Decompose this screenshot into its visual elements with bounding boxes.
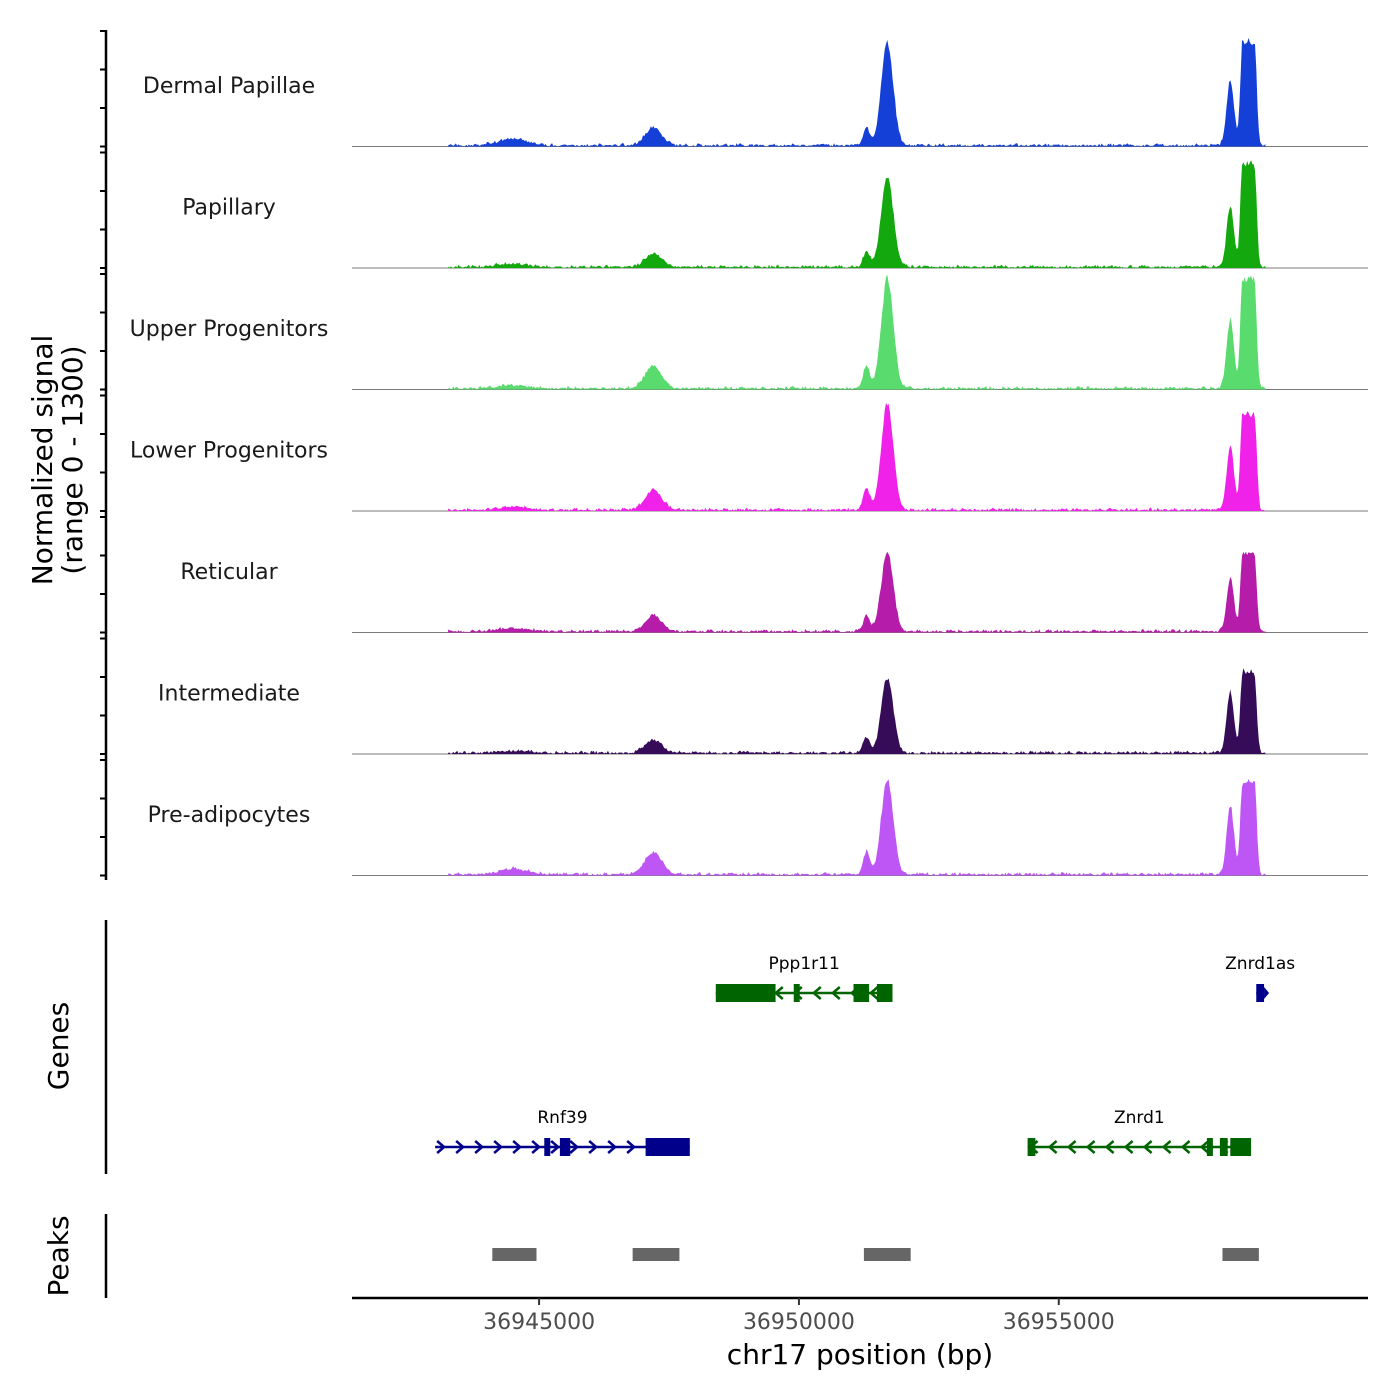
strand-arrow-icon [830, 986, 841, 1000]
gene-znrd1: Znrd1 [1027, 1108, 1252, 1156]
strand-arrow-icon [1180, 1140, 1191, 1154]
x-axis-title: chr17 position (bp) [727, 1338, 993, 1371]
strand-arrow-icon [1066, 1140, 1077, 1154]
gene-label: Ppp1r11 [768, 954, 839, 974]
track-label: Lower Progenitors [130, 439, 328, 464]
strand-arrow-icon [436, 1140, 447, 1154]
strand-arrow-icon [531, 1140, 542, 1154]
strand-arrow-icon [811, 986, 822, 1000]
strand-arrow-icon [1264, 987, 1270, 999]
peak-region [1222, 1248, 1259, 1261]
y-axis-title-line2: (range 0 - 1300) [56, 345, 89, 574]
strand-arrow-icon [1104, 1140, 1115, 1154]
strand-arrow-icon [474, 1140, 485, 1154]
track-label: Intermediate [158, 682, 300, 707]
coverage-area [448, 38, 1266, 147]
peak-region [492, 1248, 537, 1261]
strand-arrow-icon [607, 1140, 618, 1154]
gene-exon [876, 984, 893, 1002]
gene-exon [559, 1138, 571, 1156]
coverage-area [448, 402, 1266, 511]
strand-arrow-icon [1047, 1140, 1058, 1154]
coverage-track: Lower Progenitors [130, 402, 1368, 512]
track-label: Pre-adipocytes [148, 803, 311, 828]
track-label: Reticular [180, 560, 278, 585]
coverage-tracks: Dermal Papillae Papillary Upper Progenitor… [100, 30, 1368, 880]
strand-arrow-icon [1085, 1140, 1096, 1154]
strand-arrow-icon [1142, 1140, 1153, 1154]
gene-rnf39: Rnf39 [435, 1108, 690, 1156]
gene-znrd1as: Znrd1as [1225, 954, 1295, 1002]
gene-exon [1206, 1138, 1213, 1156]
strand-arrow-icon [1161, 1140, 1172, 1154]
track-label: Upper Progenitors [130, 317, 329, 342]
coverage-track: Intermediate [158, 668, 1368, 755]
peaks-track [104, 1214, 1259, 1298]
peaks-track-title: Peaks [42, 1215, 75, 1296]
strand-arrow-icon [512, 1140, 523, 1154]
track-label: Papillary [182, 196, 276, 221]
gene-exon [1230, 1138, 1252, 1156]
y-axis-title-line1: Normalized signal [26, 335, 59, 586]
gene-label: Znrd1as [1225, 954, 1295, 974]
coverage-track: Reticular [180, 551, 1368, 633]
gene-exon [544, 1138, 551, 1156]
strand-arrow-icon [569, 1140, 580, 1154]
coverage-track: Dermal Papillae [143, 38, 1368, 147]
x-tick-label: 36945000 [483, 1310, 595, 1335]
peak-region [863, 1248, 911, 1261]
strand-arrow-icon [455, 1140, 466, 1154]
x-axis: 36945000 36950000 36955000 [352, 1296, 1368, 1335]
coverage-track: Papillary [182, 160, 1368, 269]
gene-exon [793, 984, 800, 1002]
strand-arrow-icon [550, 1140, 561, 1154]
gene-exon [853, 984, 870, 1002]
coverage-area [448, 779, 1266, 876]
coverage-area [448, 551, 1266, 633]
track-label: Dermal Papillae [143, 74, 315, 99]
strand-arrow-icon [868, 986, 879, 1000]
x-tick-label: 36950000 [743, 1310, 855, 1335]
gene-ppp1r11: Ppp1r11 [715, 954, 893, 1002]
strand-arrow-icon [626, 1140, 637, 1154]
gene-exon [1219, 1138, 1228, 1156]
gene-exon [645, 1138, 690, 1156]
coverage-area [448, 274, 1266, 390]
gene-label: Rnf39 [537, 1108, 587, 1128]
gene-label: Znrd1 [1114, 1108, 1165, 1128]
strand-arrow-icon [1123, 1140, 1134, 1154]
gene-exon [1256, 984, 1265, 1002]
peak-region [632, 1248, 680, 1261]
gene-exon [1027, 1138, 1036, 1156]
strand-arrow-icon [773, 986, 784, 1000]
genes-track-title: Genes [42, 1002, 75, 1090]
gene-exon [715, 984, 776, 1002]
coverage-area [448, 160, 1266, 268]
coverage-track: Upper Progenitors [130, 274, 1368, 390]
strand-arrow-icon [493, 1140, 504, 1154]
genes-track: Ppp1r11 Znrd1as Rnf39 Znrd1 [104, 920, 1295, 1174]
coverage-area [448, 668, 1266, 754]
coverage-track: Pre-adipocytes [148, 779, 1368, 876]
x-tick-label: 36955000 [1003, 1310, 1115, 1335]
strand-arrow-icon [588, 1140, 599, 1154]
strand-arrow-icon [1199, 1140, 1210, 1154]
